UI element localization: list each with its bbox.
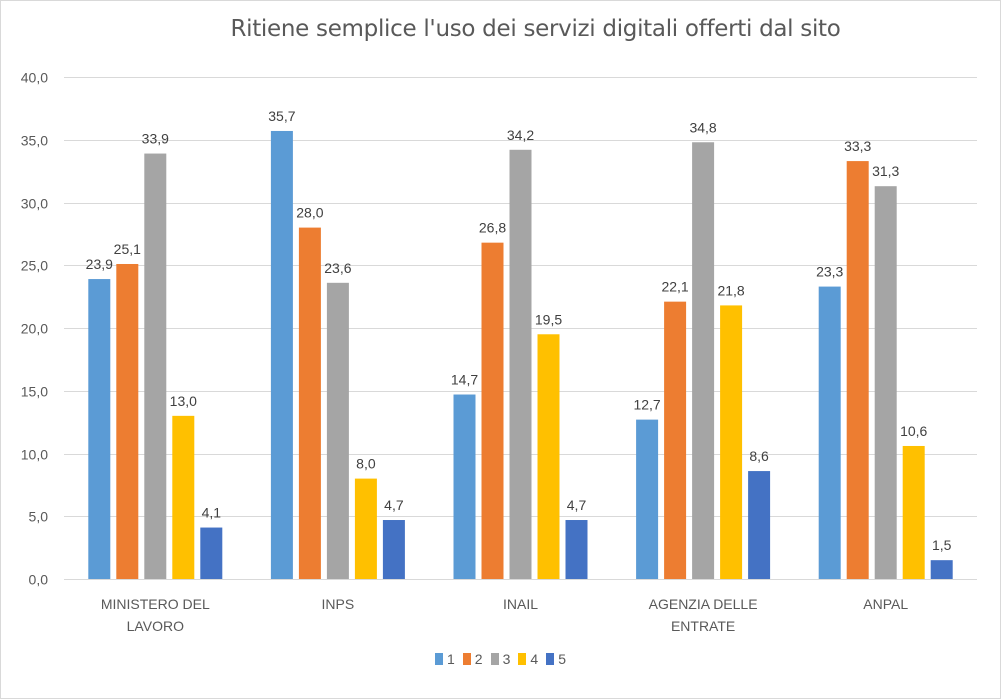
legend-label: 4: [530, 651, 539, 667]
bar-series-1: [636, 419, 659, 579]
bar-series-3: [326, 282, 349, 579]
data-label: 4,1: [202, 505, 222, 521]
data-label: 31,3: [872, 163, 899, 179]
data-label: 13,0: [170, 393, 197, 409]
data-label: 34,2: [507, 127, 534, 143]
chart-title: Ritiene semplice l'uso dei servizi digit…: [230, 16, 841, 42]
bar-series-4: [902, 445, 925, 579]
data-label: 23,6: [324, 260, 351, 276]
y-axis-ticks: 0,0 5,0 10,0 15,0 20,0 25,0 30,0 35,0 40,0: [21, 70, 48, 588]
y-tick-label: 10,0: [21, 447, 48, 463]
bar-series-5: [748, 471, 771, 579]
legend-label: 2: [474, 651, 483, 667]
bar-series-5: [200, 527, 223, 579]
bar-series-2: [664, 301, 687, 579]
legend-swatch: [435, 653, 443, 665]
legend-label: 1: [447, 651, 455, 667]
legend-item-4: 4: [518, 651, 538, 667]
legend-label: 3: [502, 651, 511, 667]
legend-label: 5: [558, 651, 566, 667]
legend-swatch: [518, 653, 527, 665]
data-label: 8,0: [356, 456, 376, 472]
bar-series-1: [88, 279, 111, 579]
legend-swatch: [490, 653, 499, 665]
bar-series-4: [720, 305, 743, 579]
x-category-label: INPS: [322, 596, 355, 612]
data-label: 4,7: [384, 497, 404, 513]
bar-series-2: [116, 263, 139, 579]
data-label: 21,8: [717, 282, 744, 298]
x-category-label: MINISTERO DEL: [101, 596, 210, 612]
legend-item-1: 1: [435, 651, 455, 667]
data-label: 33,9: [142, 131, 169, 147]
data-label: 12,7: [633, 397, 660, 413]
data-label: 4,7: [567, 497, 587, 513]
y-tick-label: 0,0: [29, 572, 49, 588]
bar-series-4: [172, 415, 195, 579]
y-tick-label: 35,0: [21, 133, 48, 149]
data-label: 25,1: [114, 241, 141, 257]
data-label: 19,5: [535, 311, 562, 327]
y-tick-label: 15,0: [21, 384, 48, 400]
legend-item-3: 3: [490, 651, 511, 667]
data-label: 14,7: [451, 372, 478, 388]
data-label: 8,6: [749, 448, 769, 464]
legend-swatch: [546, 653, 555, 665]
bar-series-2: [298, 227, 321, 579]
data-label: 22,1: [661, 279, 688, 295]
y-tick-label: 5,0: [29, 509, 49, 525]
bar-series-5: [930, 560, 953, 579]
bar-series-2: [846, 161, 869, 579]
x-category-label: ANPAL: [863, 596, 908, 612]
bar-series-5: [382, 520, 405, 579]
x-category-label: ENTRATE: [671, 618, 735, 634]
x-category-label: LAVORO: [127, 618, 184, 634]
legend: 1 2 3 4 5: [0, 651, 1001, 667]
y-tick-label: 40,0: [21, 70, 48, 86]
y-tick-label: 25,0: [21, 258, 48, 274]
data-label: 35,7: [268, 108, 295, 124]
data-label: 23,9: [86, 256, 113, 272]
y-tick-label: 20,0: [21, 321, 48, 337]
x-category-label: AGENZIA DELLE: [649, 596, 758, 612]
bar-series-5: [565, 520, 588, 579]
data-label: 28,0: [296, 205, 323, 221]
bar-series-4: [354, 478, 377, 579]
x-category-label: INAIL: [503, 596, 538, 612]
bar-series-3: [144, 153, 167, 579]
bar-series-3: [874, 186, 897, 579]
bar-series-4: [537, 334, 560, 579]
data-label: 1,5: [932, 537, 952, 553]
bar-series-3: [509, 149, 532, 580]
data-labels: 23,925,1 33,9 13,0 4,1 35,7 28,0 23,6 8,0 4,7 14,…: [86, 108, 952, 553]
bar-series-1: [818, 286, 841, 579]
bar-series-3: [692, 142, 715, 579]
bar-series-1: [453, 394, 476, 579]
bar-series-1: [270, 130, 293, 579]
bars: [88, 130, 953, 580]
data-label: 10,6: [900, 423, 927, 439]
data-label: 23,3: [816, 264, 843, 280]
legend-swatch: [462, 653, 471, 665]
legend-item-2: 2: [462, 651, 483, 667]
y-tick-label: 30,0: [21, 196, 48, 212]
data-label: 34,8: [689, 119, 716, 135]
data-label: 33,3: [844, 138, 871, 154]
data-label: 26,8: [479, 220, 506, 236]
x-axis-labels: MINISTERO DEL LAVORO INPS INAIL AGENZIA DELL…: [101, 596, 909, 634]
legend-item-5: 5: [546, 651, 566, 667]
bar-series-2: [481, 242, 504, 579]
